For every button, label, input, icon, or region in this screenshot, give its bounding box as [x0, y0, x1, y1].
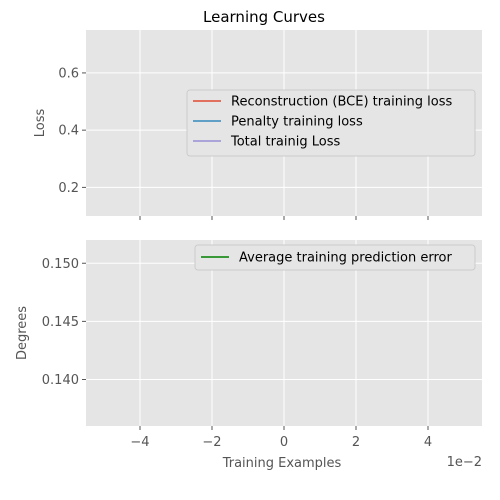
- error-y-tick-label: 0.145: [42, 315, 79, 330]
- loss-legend-label: Total trainig Loss: [230, 135, 340, 150]
- error-x-tick-label: 4: [424, 435, 432, 450]
- loss-y-ticks: 0.2 0.4 0.6: [58, 66, 86, 196]
- error-axes: −4 −2 0 2 4 0.140 0.145 0.150 Degrees Training…: [15, 240, 482, 471]
- x-offset-label: 1e−2: [447, 455, 482, 470]
- loss-legend-items: Reconstruction (BCE) training loss Penalt…: [193, 95, 453, 150]
- loss-legend: Reconstruction (BCE) training loss Penalt…: [186, 89, 476, 157]
- loss-y-axis-label: Loss: [33, 109, 48, 138]
- error-y-axis-label: Degrees: [15, 306, 30, 360]
- error-y-tick-label: 0.140: [42, 373, 79, 388]
- loss-legend-label: Penalty training loss: [231, 115, 363, 130]
- chart-title: Learning Curves: [203, 8, 325, 26]
- loss-legend-box: [186, 89, 476, 157]
- error-x-ticks: −4 −2 0 2 4: [130, 426, 432, 450]
- error-legend: Average training prediction error: [194, 244, 476, 271]
- loss-axes: 0.2 0.4 0.6 Loss Reconstruction (BCE) trai…: [33, 30, 482, 220]
- loss-legend-label: Reconstruction (BCE) training loss: [231, 95, 453, 110]
- loss-y-tick-label: 0.6: [58, 66, 79, 81]
- error-y-tick-label: 0.150: [42, 257, 79, 272]
- loss-x-ticks: [139, 216, 429, 220]
- error-legend-label: Average training prediction error: [239, 251, 452, 266]
- loss-y-tick-label: 0.2: [58, 181, 79, 196]
- error-legend-box: [194, 244, 476, 271]
- loss-y-tick-label: 0.4: [58, 124, 79, 139]
- error-x-gridlines: [139, 240, 429, 426]
- error-x-tick-label: −4: [130, 435, 149, 450]
- error-x-tick-label: 2: [352, 435, 360, 450]
- error-legend-items: Average training prediction error: [201, 251, 452, 266]
- error-y-ticks: 0.140 0.145 0.150: [42, 257, 86, 388]
- error-x-tick-label: 0: [280, 435, 288, 450]
- x-axis-label: Training Examples: [222, 456, 342, 471]
- error-x-tick-label: −2: [202, 435, 221, 450]
